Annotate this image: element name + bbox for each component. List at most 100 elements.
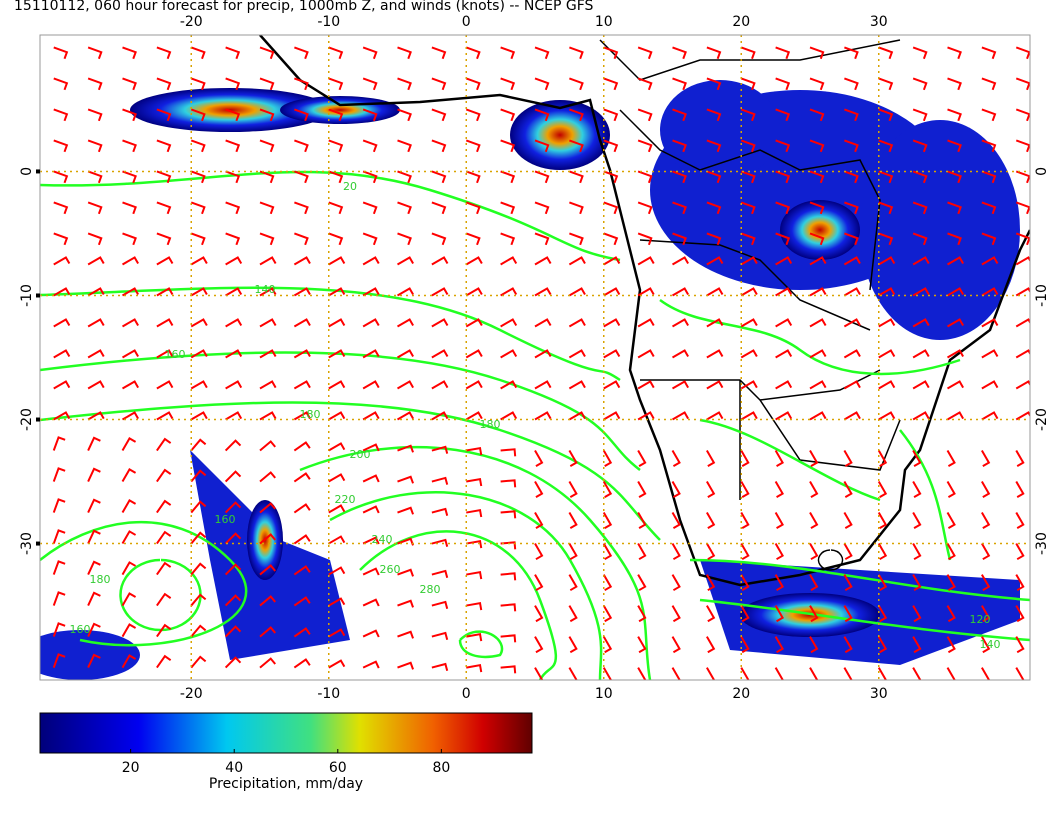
wind-barb (947, 46, 962, 60)
wind-barb (946, 605, 956, 623)
wind-barb (190, 77, 206, 91)
wind-barb (156, 46, 172, 60)
wind-barb (569, 108, 584, 122)
wind-barb (843, 574, 853, 592)
wind-barb (431, 108, 447, 122)
wind-barb (293, 658, 311, 669)
wind-barb (156, 139, 172, 153)
wind-barb (844, 170, 859, 184)
wind-barb (362, 380, 380, 390)
wind-barb (637, 605, 647, 623)
wind-barb (53, 380, 71, 390)
wind-barb (52, 653, 66, 668)
wind-barb (877, 636, 888, 654)
lat-tick-label: -10 (19, 284, 35, 307)
wind-barb (397, 444, 414, 453)
wind-barb (809, 636, 819, 654)
wind-barb (637, 667, 647, 680)
wind-barb (843, 411, 861, 421)
wind-barb (224, 656, 242, 669)
wind-barb (740, 636, 750, 654)
wind-barb (740, 481, 750, 499)
wind-barb (637, 46, 653, 60)
wind-barb (534, 108, 550, 122)
wind-barb (740, 667, 750, 680)
contour-label: 220 (335, 493, 356, 506)
wind-barb (121, 499, 137, 514)
wind-barb (981, 667, 991, 680)
wind-barb (53, 201, 69, 215)
wind-barb (637, 201, 653, 215)
wind-barb (52, 436, 66, 451)
wind-barb (774, 667, 784, 680)
wind-barb (53, 232, 69, 246)
wind-barb (362, 170, 378, 184)
wind-barb (1015, 108, 1030, 122)
lon-tick-label: 30 (870, 14, 888, 30)
wind-barb (293, 503, 311, 514)
wind-barb (87, 139, 103, 153)
wind-barb (328, 473, 346, 483)
wind-barb (568, 287, 586, 297)
wind-barb (774, 450, 784, 468)
wind-barb (328, 566, 346, 576)
wind-barb (602, 450, 613, 468)
wind-barb (224, 625, 242, 638)
wind-barb (534, 318, 552, 328)
wind-barb (431, 256, 449, 266)
wind-barb (293, 318, 311, 328)
wind-barb (843, 318, 861, 328)
wind-barb (843, 512, 853, 530)
wind-barb (603, 201, 619, 215)
wind-barb (431, 170, 447, 184)
wind-barb (362, 349, 380, 359)
wind-barb (121, 623, 137, 638)
wind-barb (774, 512, 784, 530)
wind-barb (809, 318, 827, 328)
wind-barb (431, 139, 447, 153)
wind-barb (397, 139, 412, 153)
wind-barb (224, 563, 242, 576)
wind-barb (844, 139, 859, 153)
wind-barb (121, 256, 139, 266)
wind-barb (671, 318, 689, 328)
wind-barb (466, 664, 483, 673)
wind-barb (431, 349, 449, 359)
wind-barb (500, 634, 517, 643)
wind-barb (121, 349, 139, 359)
wind-barb (534, 605, 544, 623)
wind-barb (465, 170, 481, 184)
wind-barb (122, 170, 137, 184)
wind-barb (534, 411, 552, 421)
wind-barb (156, 108, 172, 122)
wind-barb (981, 139, 997, 153)
wind-barb (87, 77, 103, 91)
wind-barb (775, 256, 793, 266)
wind-barb (431, 662, 449, 671)
wind-barb (121, 530, 137, 545)
wind-barb (465, 232, 481, 246)
wind-barb (500, 46, 516, 60)
wind-barb (706, 256, 724, 266)
wind-barb (740, 450, 750, 468)
wind-barb (53, 139, 69, 153)
wind-barb (466, 570, 483, 580)
wind-barb (500, 256, 518, 266)
wind-barb (225, 201, 241, 215)
wind-barb (1015, 512, 1025, 530)
wind-barb (706, 512, 716, 530)
wind-barb (706, 450, 716, 468)
wind-barb (637, 411, 655, 421)
wind-barb (87, 232, 103, 246)
colorbar-label: Precipitation, mm/day (209, 776, 363, 792)
wind-barb (190, 469, 207, 483)
wind-barb (190, 593, 207, 607)
wind-barb (534, 349, 552, 359)
wind-barb (843, 380, 861, 390)
wind-barb (568, 349, 586, 359)
wind-barb (602, 636, 613, 654)
wind-barb (362, 232, 378, 246)
wind-barb (534, 201, 550, 215)
wind-barb (328, 349, 346, 359)
wind-barb (603, 77, 619, 91)
